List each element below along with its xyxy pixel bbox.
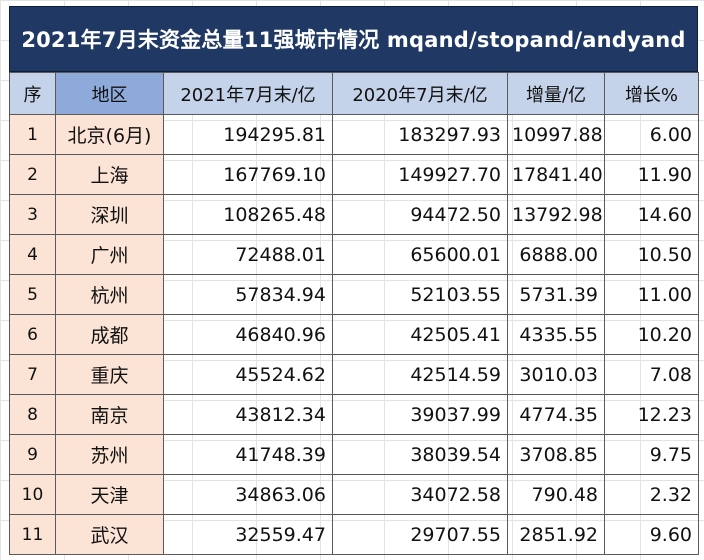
row-region: 天津 (55, 474, 164, 515)
row-growth: 2.32 (604, 474, 699, 515)
table-body: 1 北京(6月) 194295.81 183297.93 10997.88 6.… (9, 114, 699, 555)
row-increment: 2851.92 (507, 514, 605, 555)
row-index: 3 (9, 194, 56, 235)
row-region: 深圳 (55, 194, 164, 235)
row-growth: 9.75 (604, 434, 699, 475)
row-region: 成都 (55, 314, 164, 355)
row-2021-value: 167769.10 (163, 154, 333, 195)
row-index: 8 (9, 394, 56, 435)
row-index: 6 (9, 314, 56, 355)
table-row: 5 杭州 57834.94 52103.55 5731.39 11.00 (9, 274, 699, 315)
row-growth: 7.08 (604, 354, 699, 395)
header-2020-july: 2020年7月末/亿 (332, 72, 508, 115)
row-increment: 17841.40 (507, 154, 605, 195)
row-2020-value: 42514.59 (332, 354, 508, 395)
row-2021-value: 45524.62 (163, 354, 333, 395)
row-2020-value: 42505.41 (332, 314, 508, 355)
row-increment: 5731.39 (507, 274, 605, 315)
row-increment: 4335.55 (507, 314, 605, 355)
header-index: 序 (9, 72, 56, 115)
row-2021-value: 32559.47 (163, 514, 333, 555)
row-index: 10 (9, 474, 56, 515)
row-region: 广州 (55, 234, 164, 275)
data-table-panel: 2021年7月末资金总量11强城市情况 mqand/stopand/andyan… (9, 6, 699, 555)
row-2021-value: 108265.48 (163, 194, 333, 235)
row-region: 武汉 (55, 514, 164, 555)
row-2020-value: 34072.58 (332, 474, 508, 515)
row-2021-value: 57834.94 (163, 274, 333, 315)
row-2021-value: 46840.96 (163, 314, 333, 355)
row-increment: 6888.00 (507, 234, 605, 275)
city-funds-table: 序 地区 2021年7月末/亿 2020年7月末/亿 增量/亿 增长% 1 北京… (9, 72, 699, 555)
row-2020-value: 183297.93 (332, 114, 508, 155)
row-index: 7 (9, 354, 56, 395)
row-region: 南京 (55, 394, 164, 435)
row-region: 北京(6月) (55, 114, 164, 155)
table-row: 1 北京(6月) 194295.81 183297.93 10997.88 6.… (9, 114, 699, 155)
row-increment: 10997.88 (507, 114, 605, 155)
row-region: 重庆 (55, 354, 164, 395)
table-row: 3 深圳 108265.48 94472.50 13792.98 14.60 (9, 194, 699, 235)
row-2020-value: 39037.99 (332, 394, 508, 435)
row-growth: 11.00 (604, 274, 699, 315)
row-increment: 4774.35 (507, 394, 605, 435)
row-index: 1 (9, 114, 56, 155)
row-increment: 790.48 (507, 474, 605, 515)
row-growth: 6.00 (604, 114, 699, 155)
row-2020-value: 94472.50 (332, 194, 508, 235)
row-2021-value: 41748.39 (163, 434, 333, 475)
table-row: 10 天津 34863.06 34072.58 790.48 2.32 (9, 474, 699, 515)
row-region: 杭州 (55, 274, 164, 315)
header-region: 地区 (55, 72, 164, 115)
header-increment: 增量/亿 (507, 72, 605, 115)
row-region: 苏州 (55, 434, 164, 475)
row-2021-value: 34863.06 (163, 474, 333, 515)
row-increment: 3010.03 (507, 354, 605, 395)
table-row: 4 广州 72488.01 65600.01 6888.00 10.50 (9, 234, 699, 275)
row-2020-value: 38039.54 (332, 434, 508, 475)
row-2021-value: 72488.01 (163, 234, 333, 275)
row-growth: 10.50 (604, 234, 699, 275)
row-2020-value: 52103.55 (332, 274, 508, 315)
row-index: 5 (9, 274, 56, 315)
row-index: 11 (9, 514, 56, 555)
header-growth: 增长% (604, 72, 699, 115)
row-2020-value: 65600.01 (332, 234, 508, 275)
table-row: 6 成都 46840.96 42505.41 4335.55 10.20 (9, 314, 699, 355)
row-increment: 3708.85 (507, 434, 605, 475)
row-index: 4 (9, 234, 56, 275)
table-title: 2021年7月末资金总量11强城市情况 mqand/stopand/andyan… (9, 6, 698, 72)
table-row: 2 上海 167769.10 149927.70 17841.40 11.90 (9, 154, 699, 195)
table-row: 7 重庆 45524.62 42514.59 3010.03 7.08 (9, 354, 699, 395)
row-growth: 11.90 (604, 154, 699, 195)
row-index: 2 (9, 154, 56, 195)
row-2020-value: 149927.70 (332, 154, 508, 195)
row-increment: 13792.98 (507, 194, 605, 235)
row-growth: 14.60 (604, 194, 699, 235)
row-index: 9 (9, 434, 56, 475)
table-row: 9 苏州 41748.39 38039.54 3708.85 9.75 (9, 434, 699, 475)
table-row: 11 武汉 32559.47 29707.55 2851.92 9.60 (9, 514, 699, 555)
row-region: 上海 (55, 154, 164, 195)
header-2021-july: 2021年7月末/亿 (163, 72, 333, 115)
row-growth: 12.23 (604, 394, 699, 435)
row-2021-value: 194295.81 (163, 114, 333, 155)
row-2020-value: 29707.55 (332, 514, 508, 555)
row-growth: 9.60 (604, 514, 699, 555)
header-row: 序 地区 2021年7月末/亿 2020年7月末/亿 增量/亿 增长% (9, 72, 699, 115)
table-row: 8 南京 43812.34 39037.99 4774.35 12.23 (9, 394, 699, 435)
row-2021-value: 43812.34 (163, 394, 333, 435)
row-growth: 10.20 (604, 314, 699, 355)
